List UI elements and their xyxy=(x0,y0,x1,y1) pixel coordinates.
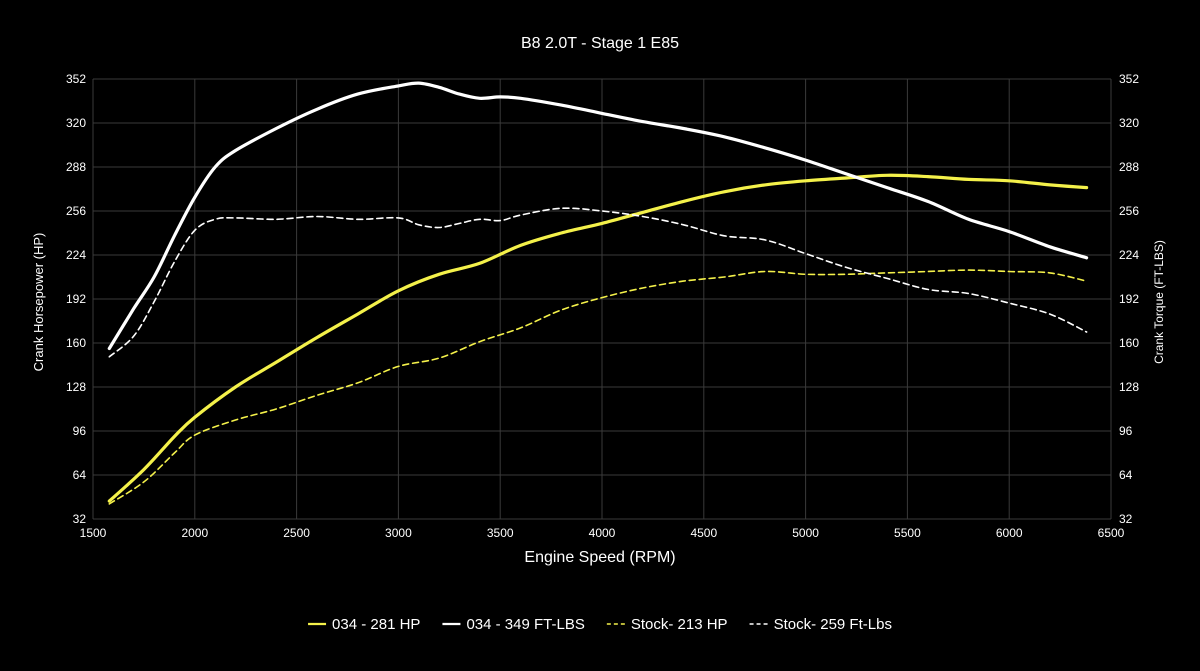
x-tick-label: 6500 xyxy=(1098,526,1125,540)
x-tick-label: 6000 xyxy=(996,526,1023,540)
y-right-tick-label: 192 xyxy=(1119,292,1139,306)
x-axis-label: Engine Speed (RPM) xyxy=(524,549,675,566)
y-right-tick-label: 256 xyxy=(1119,204,1139,218)
legend-label-stock-259-ft-lbs: Stock- 259 Ft-Lbs xyxy=(774,616,892,633)
y-right-tick-label: 288 xyxy=(1119,160,1139,174)
y-right-tick-label: 96 xyxy=(1119,424,1133,438)
x-tick-label: 2500 xyxy=(283,526,310,540)
y-left-tick-label: 160 xyxy=(66,336,86,350)
y-right-tick-label: 32 xyxy=(1119,512,1133,526)
series-line-034-281-hp xyxy=(107,173,1089,503)
y-left-tick-label: 224 xyxy=(66,248,86,262)
y-left-tick-label: 64 xyxy=(73,468,87,482)
y-left-tick-label: 32 xyxy=(73,512,87,526)
y-right-tick-label: 352 xyxy=(1119,72,1139,86)
legend: 034 - 281 HP 034 - 349 FT-LBS Stock- 213 H… xyxy=(308,616,892,633)
x-tick-label: 2000 xyxy=(181,526,208,540)
x-tick-label: 1500 xyxy=(80,526,107,540)
x-tick-labels: 1500 2000 2500 3000 3500 4000 4500 5000 5500 6000… xyxy=(80,526,1125,540)
grid xyxy=(92,78,1112,520)
x-tick-label: 4000 xyxy=(589,526,616,540)
series-line-stock-213-hp xyxy=(108,269,1088,505)
y-left-tick-label: 320 xyxy=(66,116,86,130)
series-line-034-349-ft-lbs xyxy=(107,81,1089,351)
y-axis-label-left: Crank Horsepower (HP) xyxy=(31,233,46,372)
y-left-tick-label: 96 xyxy=(73,424,87,438)
y-left-tick-label: 288 xyxy=(66,160,86,174)
legend-label-034-281-hp: 034 - 281 HP xyxy=(332,616,420,633)
x-tick-label: 3500 xyxy=(487,526,514,540)
x-tick-label: 3000 xyxy=(385,526,412,540)
series-layer xyxy=(107,81,1089,505)
y-right-tick-labels: 32 64 96 128 160 192 224 256 288 320 352 xyxy=(1119,72,1139,526)
y-right-tick-label: 224 xyxy=(1119,248,1139,262)
series-line-stock-259-ft-lbs xyxy=(108,207,1088,358)
x-tick-label: 5000 xyxy=(792,526,819,540)
y-right-tick-label: 64 xyxy=(1119,468,1133,482)
y-left-tick-labels: 32 64 96 128 160 192 224 256 288 320 352 xyxy=(66,72,86,526)
legend-label-034-349-ft-lbs: 034 - 349 FT-LBS xyxy=(466,616,584,633)
x-tick-label: 4500 xyxy=(690,526,717,540)
y-right-tick-label: 320 xyxy=(1119,116,1139,130)
y-right-tick-label: 160 xyxy=(1119,336,1139,350)
x-tick-label: 5500 xyxy=(894,526,921,540)
y-left-tick-label: 256 xyxy=(66,204,86,218)
chart-title: B8 2.0T - Stage 1 E85 xyxy=(521,35,679,52)
y-axis-label-right: Crank Torque (FT-LBS) xyxy=(1152,240,1166,364)
y-left-tick-label: 128 xyxy=(66,380,86,394)
y-left-tick-label: 352 xyxy=(66,72,86,86)
y-left-tick-label: 192 xyxy=(66,292,86,306)
y-right-tick-label: 128 xyxy=(1119,380,1139,394)
legend-label-stock-213-hp: Stock- 213 HP xyxy=(631,616,728,633)
